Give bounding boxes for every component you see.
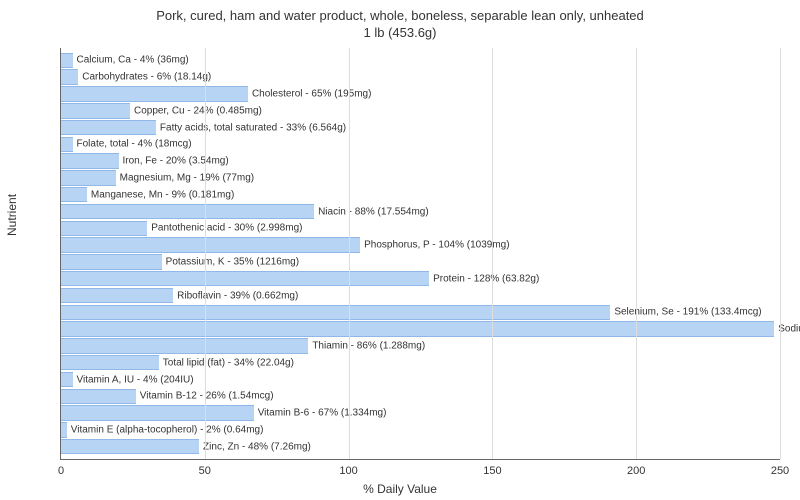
nutrient-bar: Fatty acids, total saturated - 33% (6.56… [61,120,156,135]
bar-row: Riboflavin - 39% (0.662mg) [61,287,780,304]
bar-label: Vitamin B-6 - 67% (1.334mg) [254,408,387,419]
bar-label: Fatty acids, total saturated - 33% (6.56… [156,122,346,133]
nutrient-bar: Sodium, Na - 248% (5942mg) [61,321,774,336]
bar-row: Niacin - 88% (17.554mg) [61,203,780,220]
bar-row: Zinc, Zn - 48% (7.26mg) [61,438,780,455]
nutrient-bar: Phosphorus, P - 104% (1039mg) [61,237,360,252]
bar-label: Niacin - 88% (17.554mg) [314,206,429,217]
nutrient-bar: Vitamin B-12 - 26% (1.54mcg) [61,389,136,404]
nutrient-bar: Riboflavin - 39% (0.662mg) [61,288,173,303]
nutrient-bar: Folate, total - 4% (18mcg) [61,137,73,152]
bar-label: Total lipid (fat) - 34% (22.04g) [159,357,294,368]
chart-title: Pork, cured, ham and water product, whol… [0,0,800,42]
bars-container: Calcium, Ca - 4% (36mg)Carbohydrates - 6… [61,52,780,455]
bar-row: Vitamin E (alpha-tocopherol) - 2% (0.64m… [61,422,780,439]
nutrient-bar: Cholesterol - 65% (195mg) [61,86,248,101]
bar-label: Manganese, Mn - 9% (0.181mg) [87,189,234,200]
nutrient-bar: Vitamin A, IU - 4% (204IU) [61,372,73,387]
bar-label: Pantothenic acid - 30% (2.998mg) [147,223,302,234]
bar-label: Sodium, Na - 248% (5942mg) [774,324,800,335]
bar-row: Vitamin B-12 - 26% (1.54mcg) [61,388,780,405]
x-tick-label: 100 [339,465,357,477]
x-tick-label: 200 [627,465,645,477]
bar-row: Protein - 128% (63.82g) [61,270,780,287]
gridline [780,48,781,459]
bar-row: Folate, total - 4% (18mcg) [61,136,780,153]
bar-row: Vitamin B-6 - 67% (1.334mg) [61,405,780,422]
gridline [349,48,350,459]
gridline [492,48,493,459]
bar-row: Vitamin A, IU - 4% (204IU) [61,371,780,388]
nutrient-bar: Niacin - 88% (17.554mg) [61,204,314,219]
bar-row: Selenium, Se - 191% (133.4mcg) [61,304,780,321]
bar-label: Vitamin E (alpha-tocopherol) - 2% (0.64m… [67,424,264,435]
bar-row: Carbohydrates - 6% (18.14g) [61,69,780,86]
bar-label: Riboflavin - 39% (0.662mg) [173,290,298,301]
bar-label: Potassium, K - 35% (1216mg) [162,256,299,267]
bar-label: Protein - 128% (63.82g) [429,273,539,284]
nutrient-bar: Pantothenic acid - 30% (2.998mg) [61,221,147,236]
bar-row: Total lipid (fat) - 34% (22.04g) [61,354,780,371]
bar-row: Thiamin - 86% (1.288mg) [61,338,780,355]
nutrient-bar: Selenium, Se - 191% (133.4mcg) [61,305,610,320]
gridline [205,48,206,459]
bar-label: Calcium, Ca - 4% (36mg) [73,55,189,66]
bar-row: Cholesterol - 65% (195mg) [61,86,780,103]
bar-label: Cholesterol - 65% (195mg) [248,88,372,99]
bar-label: Thiamin - 86% (1.288mg) [308,340,425,351]
nutrient-bar: Protein - 128% (63.82g) [61,271,429,286]
bar-row: Phosphorus, P - 104% (1039mg) [61,237,780,254]
bar-label: Zinc, Zn - 48% (7.26mg) [199,441,311,452]
plot-area: Calcium, Ca - 4% (36mg)Carbohydrates - 6… [60,48,780,460]
gridline [636,48,637,459]
nutrient-bar: Potassium, K - 35% (1216mg) [61,254,162,269]
nutrient-bar: Copper, Cu - 24% (0.485mg) [61,103,130,118]
nutrient-bar: Iron, Fe - 20% (3.54mg) [61,153,119,168]
bar-row: Calcium, Ca - 4% (36mg) [61,52,780,69]
bar-row: Potassium, K - 35% (1216mg) [61,254,780,271]
nutrient-bar: Vitamin B-6 - 67% (1.334mg) [61,405,254,420]
x-tick-label: 250 [771,465,789,477]
nutrient-bar: Magnesium, Mg - 19% (77mg) [61,170,116,185]
bar-label: Phosphorus, P - 104% (1039mg) [360,240,509,251]
y-axis-label: Nutrient [5,194,19,236]
bar-row: Pantothenic acid - 30% (2.998mg) [61,220,780,237]
nutrient-bar: Vitamin E (alpha-tocopherol) - 2% (0.64m… [61,422,67,437]
bar-label: Carbohydrates - 6% (18.14g) [78,72,211,83]
bar-label: Magnesium, Mg - 19% (77mg) [116,172,255,183]
x-axis-label: % Daily Value [363,482,437,496]
x-tick-label: 150 [483,465,501,477]
bar-label: Folate, total - 4% (18mcg) [73,139,192,150]
x-tick-label: 0 [58,465,64,477]
nutrient-bar: Zinc, Zn - 48% (7.26mg) [61,439,199,454]
bar-label: Copper, Cu - 24% (0.485mg) [130,105,262,116]
nutrient-bar: Calcium, Ca - 4% (36mg) [61,53,73,68]
bar-row: Iron, Fe - 20% (3.54mg) [61,153,780,170]
bar-row: Fatty acids, total saturated - 33% (6.56… [61,119,780,136]
nutrient-bar: Total lipid (fat) - 34% (22.04g) [61,355,159,370]
bar-row: Copper, Cu - 24% (0.485mg) [61,102,780,119]
nutrient-bar: Manganese, Mn - 9% (0.181mg) [61,187,87,202]
bar-label: Iron, Fe - 20% (3.54mg) [119,156,229,167]
bar-label: Vitamin A, IU - 4% (204IU) [73,374,194,385]
bar-row: Manganese, Mn - 9% (0.181mg) [61,186,780,203]
bar-label: Selenium, Se - 191% (133.4mcg) [610,307,761,318]
title-line-2: 1 lb (453.6g) [364,25,437,40]
nutrient-bar: Thiamin - 86% (1.288mg) [61,338,308,353]
title-line-1: Pork, cured, ham and water product, whol… [156,8,644,23]
bar-row: Magnesium, Mg - 19% (77mg) [61,170,780,187]
nutrient-chart: Pork, cured, ham and water product, whol… [0,0,800,500]
nutrient-bar: Carbohydrates - 6% (18.14g) [61,69,78,84]
bar-row: Sodium, Na - 248% (5942mg) [61,321,780,338]
x-tick-label: 50 [199,465,211,477]
